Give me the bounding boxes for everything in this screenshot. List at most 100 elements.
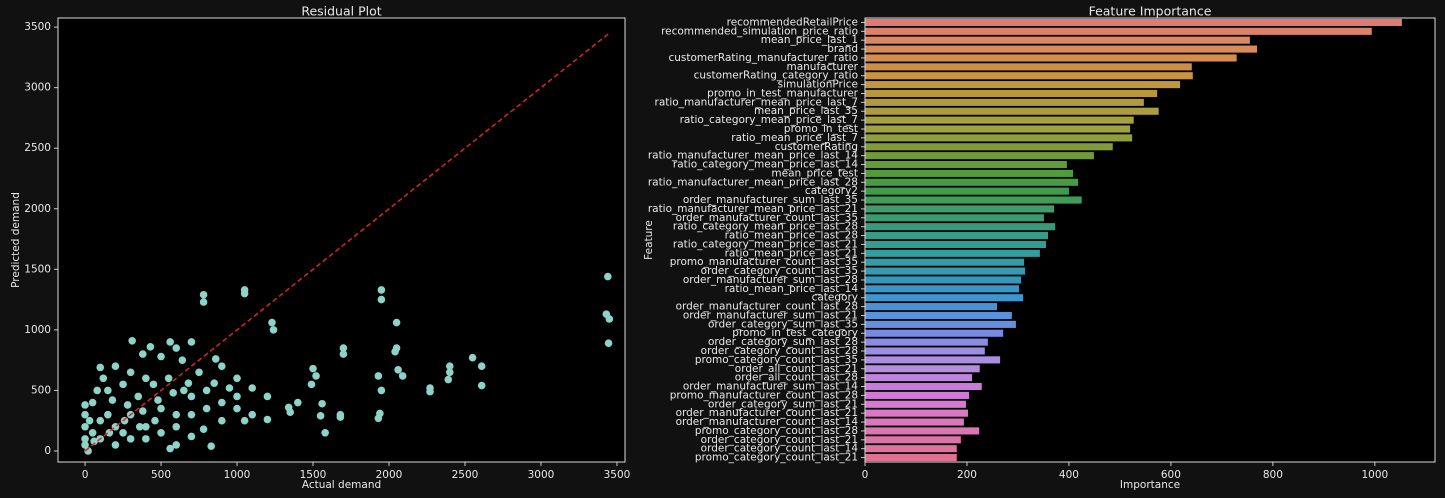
scatter-point xyxy=(151,416,159,425)
scatter-point xyxy=(172,441,181,449)
y-tick-label: recommended_simulation_price_ratio xyxy=(661,25,858,37)
y-tick-label: ratio_category_mean_price_last_14 xyxy=(673,159,858,171)
bar xyxy=(865,267,1026,275)
scatter-point xyxy=(81,435,89,443)
scatter-point xyxy=(309,364,317,373)
y-tick-label: order_manufacturer_count_last_21 xyxy=(676,407,858,419)
scatter-point xyxy=(172,344,181,352)
y-tick-label: order_manufacturer_sum_last_28 xyxy=(683,274,858,286)
y-tick-label: order_manufacturer_sum_last_14 xyxy=(683,381,858,393)
scatter-point xyxy=(169,389,177,397)
bar xyxy=(865,409,968,417)
y-tick-label: category2 xyxy=(805,185,858,197)
y-tick-label: ratio_category_mean_price_last_21 xyxy=(673,238,858,250)
scatter-point xyxy=(468,353,477,362)
scatter-point xyxy=(207,442,215,450)
y-tick-label: recommendedRetailPrice xyxy=(727,16,858,28)
scatter-point xyxy=(135,422,144,431)
scatter-point xyxy=(240,289,249,298)
scatter-point xyxy=(199,425,208,433)
y-tick-label: 1500 xyxy=(24,263,51,275)
bar xyxy=(865,400,966,408)
scatter-point xyxy=(172,410,181,419)
bar xyxy=(865,303,998,311)
y-tick-label: 1000 xyxy=(24,324,51,336)
x-tick-label: 800 xyxy=(1263,469,1283,481)
scatter-point xyxy=(286,408,295,417)
bar xyxy=(865,454,957,462)
y-tick-label: order_category_sum_last_35 xyxy=(708,318,858,330)
y-tick-label: promo_category_count_last_35 xyxy=(695,354,858,366)
x-tick-label: 2500 xyxy=(452,469,479,481)
scatter-point xyxy=(233,392,241,401)
y-tick-label: order_manufacturer_sum_last_21 xyxy=(683,309,858,321)
scatter-point xyxy=(199,290,208,299)
y-tick-label: mean_price_last_1 xyxy=(761,34,858,46)
bar xyxy=(865,232,1049,240)
y-tick-label: ratio_manufacturer_mean_price_last_14 xyxy=(648,150,858,162)
y-tick-label: 2000 xyxy=(24,203,51,215)
scatter-point xyxy=(187,410,196,419)
scatter-point xyxy=(202,404,211,413)
x-tick-label: 200 xyxy=(957,469,977,481)
scatter-point xyxy=(233,404,241,413)
bar xyxy=(865,223,1056,231)
scatter-point xyxy=(108,396,117,404)
scatter-point xyxy=(604,339,613,347)
y-tick-label: order_all_count_last_28 xyxy=(735,372,858,384)
scatter-point xyxy=(240,416,249,425)
bar xyxy=(865,436,961,444)
scatter-point xyxy=(218,416,226,425)
x-tick-label: 3000 xyxy=(528,469,555,481)
y-tick-label: ratio_category_mean_price_last_28 xyxy=(673,221,858,233)
scatter-point xyxy=(119,380,127,389)
scatter-point xyxy=(164,374,173,383)
scatter-point xyxy=(184,379,193,387)
bar xyxy=(865,382,982,391)
y-tick-label: simulationPrice xyxy=(778,79,858,91)
scatter-point xyxy=(377,386,386,395)
scatter-point xyxy=(134,392,143,401)
scatter-point xyxy=(374,414,383,423)
bar xyxy=(865,285,1019,293)
bar xyxy=(865,45,1258,53)
y-axis-label: Feature xyxy=(643,220,655,260)
bar xyxy=(865,116,1134,124)
scatter-point xyxy=(391,347,399,356)
scatter-point xyxy=(88,398,97,407)
plot-frame xyxy=(57,17,626,463)
scatter-point xyxy=(126,368,135,377)
scatter-point xyxy=(187,432,196,441)
scatter-point xyxy=(604,272,612,281)
y-tick-label: brand xyxy=(827,43,858,55)
scatter-point xyxy=(93,386,102,395)
bar xyxy=(865,445,957,453)
y-axis-label: Predicted demand xyxy=(10,192,22,288)
scatter-point xyxy=(142,435,150,443)
scatter-point xyxy=(195,368,203,377)
scatter-point xyxy=(210,379,219,387)
bar xyxy=(865,98,1144,106)
y-tick-label: promo_in_test_manufacturer xyxy=(707,87,859,99)
scatter-point xyxy=(119,429,127,437)
x-tick-label: 1000 xyxy=(1361,469,1388,481)
bar xyxy=(865,63,1192,71)
x-tick-label: 400 xyxy=(1059,469,1079,481)
bar xyxy=(865,160,1067,169)
y-tick-label: category xyxy=(812,292,858,304)
scatter-point xyxy=(211,355,220,363)
scatter-point xyxy=(126,435,135,443)
x-axis-label: Actual demand xyxy=(302,479,381,491)
bar xyxy=(865,391,970,399)
scatter-point xyxy=(339,350,348,358)
scatter-point xyxy=(85,416,94,425)
scatter-point xyxy=(339,344,348,352)
y-tick-label: 3000 xyxy=(24,82,51,94)
y-tick-label: order_manufacturer_count_last_35 xyxy=(676,212,858,224)
y-tick-label: customerRating xyxy=(775,141,858,153)
y-tick-label: order_manufacturer_count_last_14 xyxy=(676,416,859,428)
scatter-point xyxy=(104,410,112,419)
plot-frame xyxy=(864,17,1436,463)
scatter-point xyxy=(120,416,129,425)
